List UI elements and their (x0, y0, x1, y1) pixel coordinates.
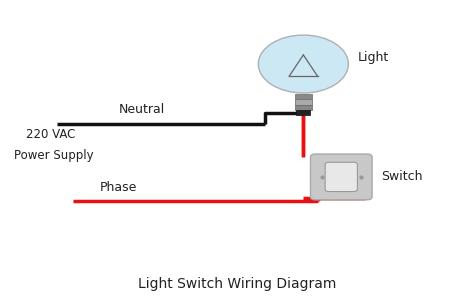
Text: Phase: Phase (100, 181, 137, 194)
Bar (295, 105, 312, 110)
Text: 220 VAC: 220 VAC (26, 128, 75, 141)
FancyBboxPatch shape (310, 154, 372, 200)
Text: Power Supply: Power Supply (14, 149, 94, 162)
Text: Light Switch Wiring Diagram: Light Switch Wiring Diagram (138, 277, 336, 291)
Text: Switch: Switch (382, 170, 423, 183)
Bar (295, 94, 312, 99)
Bar (295, 99, 312, 105)
Bar (296, 110, 310, 115)
Text: Light: Light (358, 52, 389, 64)
Text: Neutral: Neutral (119, 103, 165, 116)
Circle shape (258, 35, 348, 93)
FancyBboxPatch shape (325, 162, 357, 192)
